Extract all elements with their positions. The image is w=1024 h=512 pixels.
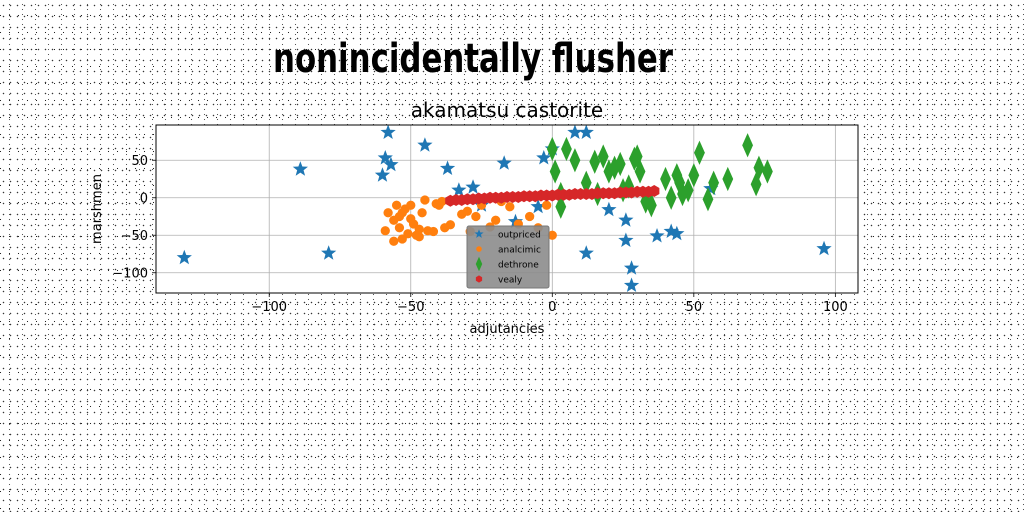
dethrone-point: [634, 159, 646, 184]
outpriced-point: [618, 232, 634, 247]
dethrone-point: [753, 155, 765, 180]
outpriced-point: [321, 245, 337, 260]
y-tick-label: −50: [121, 229, 148, 244]
outpriced-point: [465, 179, 481, 194]
outpriced-point: [292, 161, 308, 176]
outpriced-point: [374, 167, 391, 182]
dethrone-point: [589, 149, 601, 174]
outpriced-point: [380, 124, 396, 139]
dethrone-point: [660, 166, 671, 192]
outpriced-point: [567, 124, 583, 139]
dethrone-point: [682, 178, 694, 203]
analcimic-point: [391, 200, 402, 210]
dethrone-point: [580, 170, 592, 195]
axis-ticks: −100 −50 0 50 100 50 0 −50 −100: [112, 154, 847, 315]
analcimic-point: [462, 206, 473, 216]
analcimic-point: [417, 208, 427, 218]
analcimic-point: [414, 232, 424, 242]
outpriced-point: [530, 198, 546, 214]
dethrone-point: [549, 159, 561, 184]
plot-frame: [155, 124, 859, 294]
legend-label-vealy: vealy: [498, 276, 523, 286]
dethrone-point: [694, 140, 705, 165]
outpriced-point: [439, 160, 456, 175]
dethrone-point: [708, 170, 720, 195]
dethrone-point: [722, 166, 734, 192]
analcimic-point: [505, 202, 515, 212]
outpriced-point: [649, 228, 665, 243]
y-tick-label: −100: [112, 266, 148, 281]
analcimic-point: [403, 229, 413, 239]
y-axis-label: marshmen: [90, 174, 105, 244]
outpriced-point: [623, 277, 640, 292]
outpriced-point: [377, 150, 393, 165]
outpriced-point: [383, 156, 399, 172]
legend-label-outpriced: outpriced: [498, 231, 541, 241]
x-tick-label: 50: [686, 300, 703, 315]
outpriced-point: [601, 201, 617, 217]
analcimic-point: [524, 211, 535, 222]
dethrone-point: [569, 148, 581, 173]
analcimic-point: [414, 224, 424, 234]
x-tick-label: 100: [823, 300, 848, 315]
x-axis-label: adjutancies: [470, 322, 545, 337]
analcimic-point: [383, 208, 393, 218]
analcimic-point: [547, 230, 557, 240]
dethrone-point: [762, 159, 773, 184]
outpriced-point: [618, 212, 634, 227]
analcimic-point: [541, 200, 552, 210]
analcimic-point: [445, 220, 456, 230]
legend: outpriced analcimic dethrone vealy: [466, 225, 550, 289]
outpriced-point: [578, 124, 594, 139]
legend-marker-outpriced: [474, 229, 484, 238]
vealy-point: [649, 185, 660, 197]
analcimic-point: [389, 236, 399, 246]
x-tick-label: 0: [548, 300, 556, 315]
legend-marker-analcimic: [476, 246, 482, 252]
outpriced-point: [417, 137, 433, 152]
legend-marker-vealy: [475, 275, 483, 283]
outpriced-point: [663, 223, 679, 238]
dethrone-point: [702, 187, 714, 212]
legend-label-analcimic: analcimic: [498, 246, 541, 256]
legend-label-dethrone: dethrone: [498, 261, 539, 271]
y-tick-label: 0: [140, 191, 148, 206]
dethrone-point: [688, 163, 700, 188]
y-tick-label: 50: [131, 154, 148, 169]
analcimic-point: [491, 215, 501, 225]
analcimic-point: [428, 226, 439, 237]
x-tick-label: −100: [251, 300, 287, 315]
analcimic-point: [420, 195, 430, 205]
outpriced-point: [578, 245, 594, 260]
outpriced-point: [669, 225, 685, 241]
dethrone-point: [742, 133, 754, 158]
figure-suptitle: nonincidentally flusher: [273, 36, 673, 82]
legend-box: [466, 225, 550, 289]
outpriced-point: [451, 182, 467, 197]
dethrone-point: [614, 151, 626, 177]
dethrone-point: [546, 136, 558, 162]
outpriced-point: [816, 240, 832, 256]
chart-title: akamatsu castorite: [411, 98, 603, 122]
outpriced-point: [176, 249, 192, 265]
data-marks: [176, 124, 832, 292]
analcimic-point: [389, 215, 399, 225]
outpriced-point: [536, 150, 552, 165]
analcimic-point: [406, 200, 416, 210]
legend-marker-dethrone: [475, 256, 483, 272]
analcimic-point: [431, 199, 441, 209]
outpriced-point: [623, 260, 640, 275]
dethrone-point: [665, 185, 677, 210]
x-tick-label: −50: [397, 300, 424, 315]
analcimic-point: [397, 208, 407, 218]
analcimic-point: [380, 226, 390, 236]
dethrone-point: [561, 136, 572, 162]
analcimic-point: [471, 211, 481, 222]
dethrone-point: [645, 193, 657, 218]
analcimic-point: [394, 223, 405, 233]
dethrone-point: [597, 144, 609, 169]
outpriced-point: [496, 155, 512, 170]
